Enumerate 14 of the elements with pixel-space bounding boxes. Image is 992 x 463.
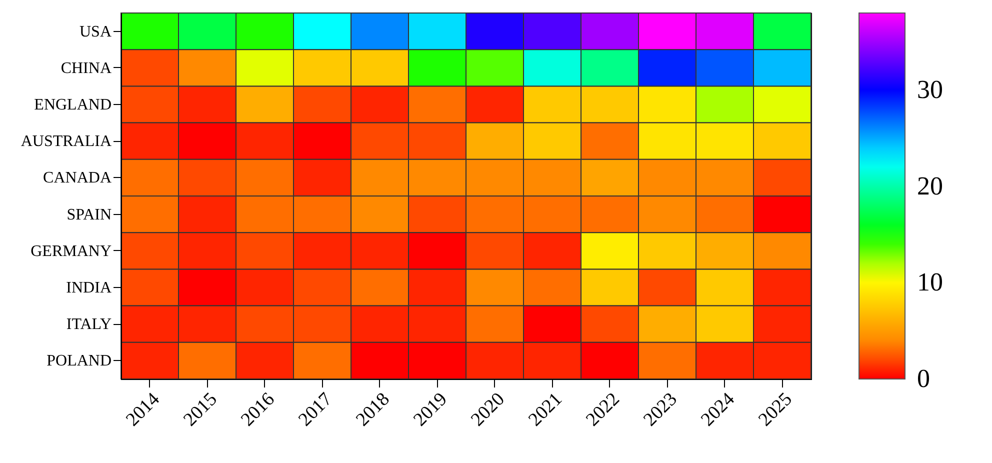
- y-tick-label: ITALY: [66, 316, 112, 334]
- color-bar-label: 10: [917, 268, 943, 297]
- y-tick-label: CHINA: [60, 60, 112, 77]
- color-bar-label: 20: [917, 171, 943, 200]
- y-tick-label: ENGLAND: [34, 96, 112, 114]
- y-tick-label: USA: [79, 23, 112, 40]
- color-bar-label: 0: [917, 364, 930, 393]
- y-tick-label: AUSTRALIA: [20, 133, 112, 150]
- y-tick-label: CANADA: [43, 170, 112, 187]
- color-bar-label: 30: [917, 75, 943, 104]
- y-tick-label: SPAIN: [66, 206, 112, 224]
- y-tick-label: POLAND: [46, 352, 112, 370]
- y-tick-label: INDIA: [66, 280, 112, 296]
- y-tick-label: GERMANY: [30, 242, 112, 260]
